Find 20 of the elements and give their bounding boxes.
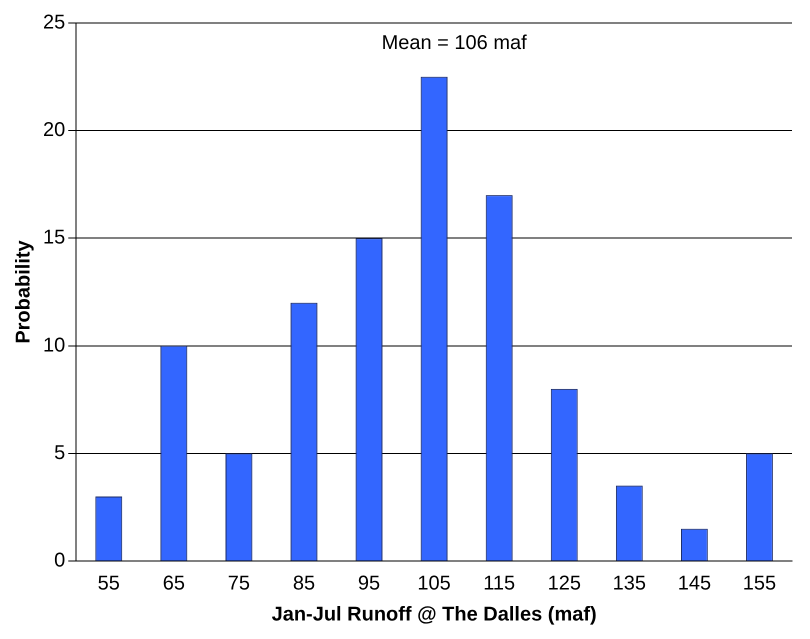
y-tick-label: 5	[54, 442, 66, 464]
x-tick-label: 55	[98, 572, 120, 595]
x-tick-label: 145	[678, 572, 712, 595]
annotation: Mean = 106 maf	[382, 32, 528, 54]
y-tick-label: 10	[42, 334, 66, 356]
x-tick-label: 135	[612, 572, 646, 595]
x-tick-label: 75	[228, 572, 250, 595]
x-axis-title: Jan-Jul Runoff @ The Dalles (maf)	[272, 604, 597, 626]
y-tick-label: 0	[54, 550, 66, 572]
x-tick-label: 85	[292, 572, 316, 595]
y-axis-title: Probability	[12, 239, 35, 344]
x-tick-label: 105	[417, 572, 451, 595]
y-tick-label: 15	[42, 226, 66, 249]
x-tick-label: 65	[162, 572, 185, 595]
x-tick-label: 115	[483, 572, 516, 595]
x-tick-label: 155	[742, 572, 776, 595]
x-tick-label: 125	[548, 572, 581, 595]
y-tick-label: 20	[42, 119, 66, 142]
y-tick-label: 25	[42, 12, 66, 34]
x-tick-label: 95	[358, 572, 380, 595]
